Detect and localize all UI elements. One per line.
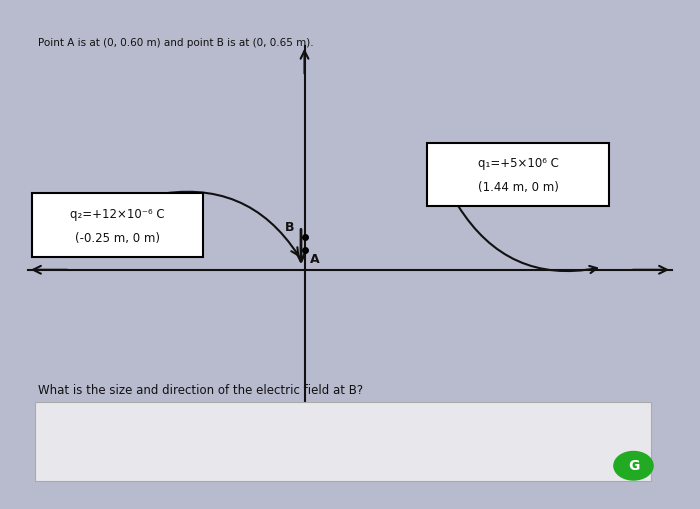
Text: G: G [628,459,639,473]
FancyBboxPatch shape [35,402,651,481]
Text: B: B [284,221,294,234]
FancyArrowPatch shape [458,206,597,273]
FancyBboxPatch shape [427,143,609,206]
Text: A: A [310,253,320,266]
Text: (1.44 m, 0 m): (1.44 m, 0 m) [477,181,559,194]
Text: q₂=+12×10⁻⁶ C: q₂=+12×10⁻⁶ C [70,208,164,221]
FancyArrowPatch shape [153,192,298,256]
FancyBboxPatch shape [32,193,203,257]
Text: (-0.25 m, 0 m): (-0.25 m, 0 m) [75,232,160,245]
Text: Point A is at (0, 0.60 m) and point B is at (0, 0.65 m).: Point A is at (0, 0.60 m) and point B is… [38,38,314,48]
Text: What is the size and direction of the electric field at B?: What is the size and direction of the el… [38,384,363,398]
Circle shape [614,451,653,480]
Text: q₁=+5×10⁶ C: q₁=+5×10⁶ C [477,157,559,171]
